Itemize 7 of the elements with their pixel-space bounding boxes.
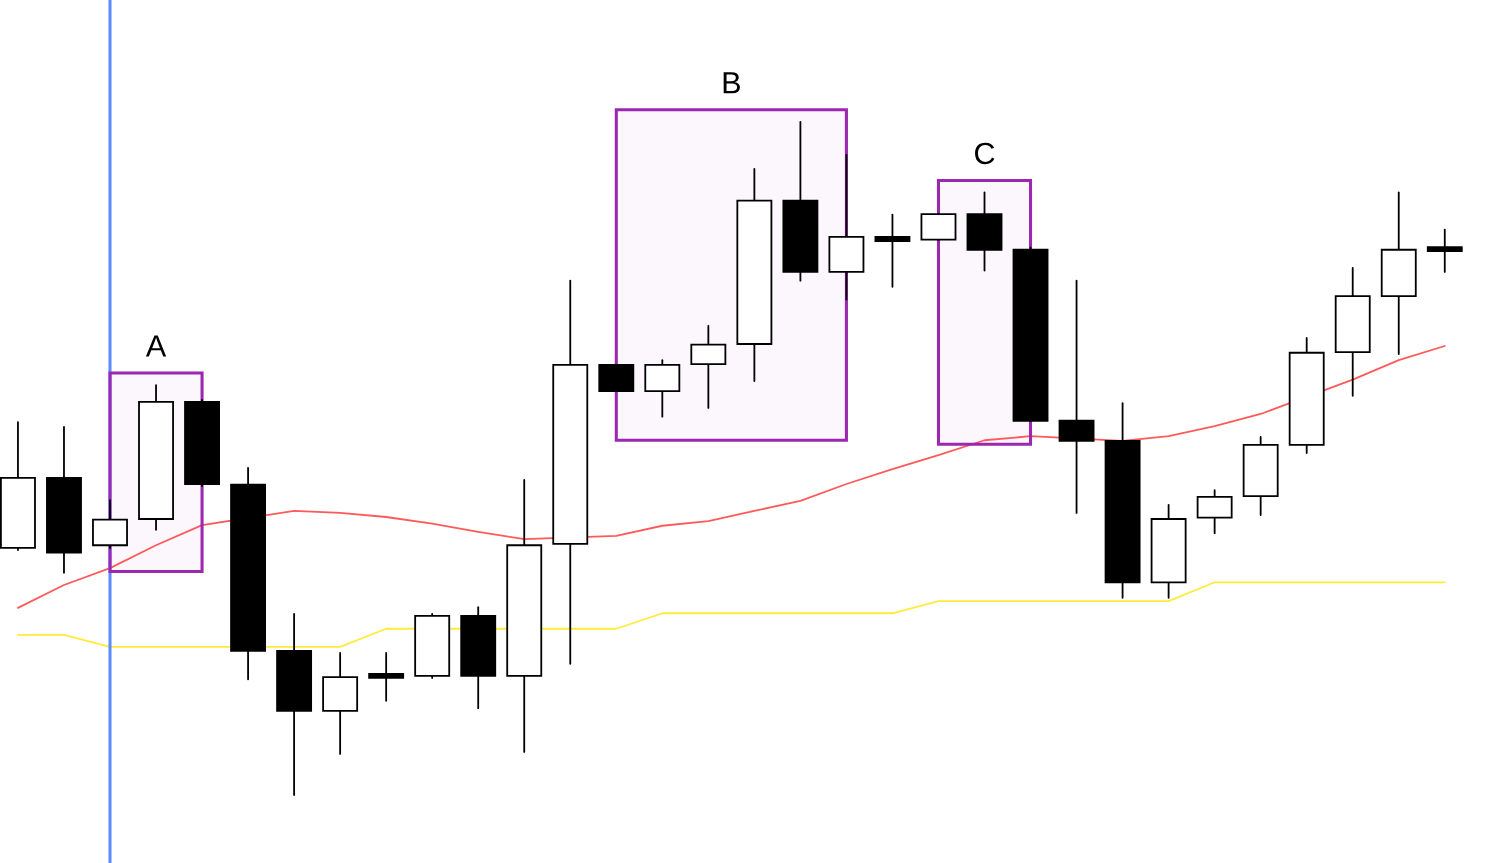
candlestick — [1426, 228, 1463, 273]
candlestick — [1058, 279, 1095, 514]
text: B — [723, 72, 740, 94]
annotation: C — [975, 142, 995, 165]
candlestick — [368, 652, 405, 702]
candlestick — [874, 213, 911, 288]
annotation: A — [145, 335, 167, 357]
